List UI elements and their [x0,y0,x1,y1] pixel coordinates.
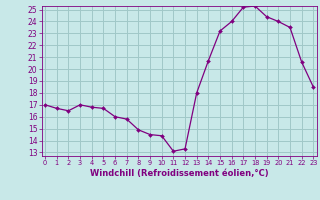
X-axis label: Windchill (Refroidissement éolien,°C): Windchill (Refroidissement éolien,°C) [90,169,268,178]
